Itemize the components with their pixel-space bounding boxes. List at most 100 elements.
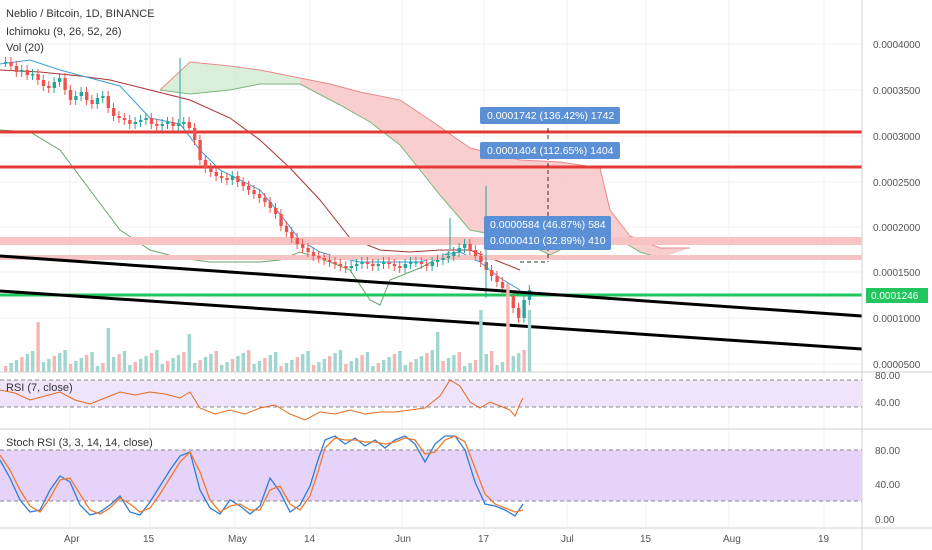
volume-bar bbox=[176, 355, 181, 372]
candle bbox=[36, 74, 40, 80]
candle bbox=[198, 140, 202, 160]
candle bbox=[274, 208, 278, 214]
volume-bar bbox=[419, 356, 424, 372]
candle bbox=[376, 264, 380, 266]
measure-box-2-text: 0.0001404 (112.65%) 1404 bbox=[487, 145, 614, 157]
volume-bar bbox=[139, 359, 143, 372]
current-price-badge: 0.0001246 bbox=[866, 288, 928, 303]
candle bbox=[479, 256, 483, 262]
volume-bar bbox=[403, 365, 407, 372]
candle bbox=[333, 262, 337, 264]
volume-bar bbox=[112, 357, 116, 372]
volume-bar bbox=[106, 328, 110, 372]
price-pane[interactable] bbox=[0, 0, 862, 372]
candle bbox=[382, 262, 386, 264]
candle bbox=[398, 266, 402, 268]
resistance-band-light-2 bbox=[0, 255, 862, 260]
candle bbox=[403, 264, 407, 268]
candle bbox=[328, 260, 332, 262]
ichimoku-cloud-green bbox=[160, 62, 300, 94]
volume-bar bbox=[155, 350, 159, 372]
volume-bar bbox=[355, 358, 359, 372]
candle bbox=[306, 248, 310, 252]
volume-bar bbox=[128, 365, 132, 372]
candle bbox=[295, 238, 299, 244]
volume-bar bbox=[74, 361, 78, 372]
volume-bar bbox=[279, 366, 283, 372]
stoch-k-line bbox=[0, 435, 524, 517]
candle bbox=[463, 244, 467, 248]
volume-bar bbox=[425, 353, 429, 372]
volume-bar bbox=[468, 363, 472, 372]
candle bbox=[85, 92, 89, 100]
volume-bar bbox=[473, 360, 478, 372]
volume-bar bbox=[252, 364, 256, 372]
candle bbox=[187, 122, 191, 128]
candle bbox=[139, 120, 143, 122]
candle bbox=[182, 122, 186, 124]
candle bbox=[446, 256, 451, 258]
candle bbox=[527, 290, 532, 300]
candle bbox=[500, 282, 505, 288]
volume-bar bbox=[198, 360, 202, 372]
rsi-legend[interactable]: RSI (7, close) bbox=[6, 382, 73, 394]
candle bbox=[322, 258, 326, 260]
volume-bar bbox=[295, 357, 299, 372]
ichimoku-legend[interactable]: Ichimoku (9, 26, 52, 26) bbox=[6, 26, 122, 38]
trendline-lower[interactable] bbox=[0, 289, 863, 351]
candle bbox=[301, 244, 305, 248]
time-tick: 15 bbox=[143, 534, 155, 545]
candle bbox=[365, 262, 370, 264]
candle bbox=[214, 172, 218, 176]
volume-bar bbox=[479, 310, 483, 372]
candle bbox=[517, 308, 521, 318]
time-tick: Aug bbox=[723, 534, 741, 545]
volume-bar bbox=[220, 365, 224, 372]
measure-box-3[interactable]: 0.0000584 (46.87%) 584 0.0000410 (32.89%… bbox=[484, 216, 611, 250]
volume-bar bbox=[398, 351, 402, 372]
price-tick: 0.0001500 bbox=[873, 268, 921, 279]
volume-bar bbox=[311, 365, 316, 372]
volume-bar bbox=[85, 355, 89, 372]
time-tick: 19 bbox=[818, 534, 830, 545]
time-axis[interactable]: Apr 15 May 14 Jun 17 Jul 15 Aug 19 bbox=[64, 534, 830, 545]
volume-bar bbox=[133, 362, 137, 372]
volume-bar bbox=[182, 352, 186, 372]
volume-bar bbox=[457, 352, 461, 372]
trendline-upper[interactable] bbox=[0, 254, 863, 318]
volume-bar bbox=[14, 360, 19, 372]
volume-bar bbox=[344, 364, 348, 372]
candle bbox=[155, 124, 159, 126]
candle bbox=[371, 264, 375, 266]
ichimoku-span-a bbox=[159, 61, 690, 249]
volume-bar bbox=[527, 310, 532, 372]
volume-bar bbox=[36, 322, 40, 372]
measure-box-1[interactable]: 0.0001742 (136.42%) 1742 bbox=[480, 107, 620, 124]
measure-box-2[interactable]: 0.0001404 (112.65%) 1404 bbox=[480, 142, 620, 159]
volume-bar bbox=[31, 351, 35, 372]
volume-bar bbox=[4, 366, 8, 372]
volume-bar bbox=[500, 362, 505, 372]
candle bbox=[279, 214, 283, 226]
candles-group bbox=[4, 57, 532, 323]
candle bbox=[419, 262, 424, 264]
volume-bar bbox=[490, 351, 494, 372]
volume-bar bbox=[95, 366, 100, 372]
candle bbox=[338, 264, 343, 266]
volume-bar bbox=[52, 356, 56, 372]
symbol-title[interactable]: Neblio / Bitcoin, 1D, BINANCE bbox=[6, 8, 155, 20]
candle bbox=[117, 116, 121, 118]
price-tick: 0.0003000 bbox=[873, 132, 921, 143]
price-axis[interactable]: 0.0004000 0.0003500 0.0003000 0.0002500 … bbox=[873, 40, 921, 371]
volume-legend[interactable]: Vol (20) bbox=[6, 42, 44, 54]
time-tick: Jul bbox=[561, 534, 574, 545]
price-tick: 0.0000500 bbox=[873, 360, 921, 371]
candle bbox=[392, 264, 397, 266]
candle bbox=[144, 118, 148, 120]
candle bbox=[63, 78, 67, 90]
candle bbox=[452, 252, 456, 256]
candle bbox=[166, 122, 170, 124]
time-tick: May bbox=[228, 534, 247, 545]
stoch-legend[interactable]: Stoch RSI (3, 3, 14, 14, close) bbox=[6, 437, 153, 449]
